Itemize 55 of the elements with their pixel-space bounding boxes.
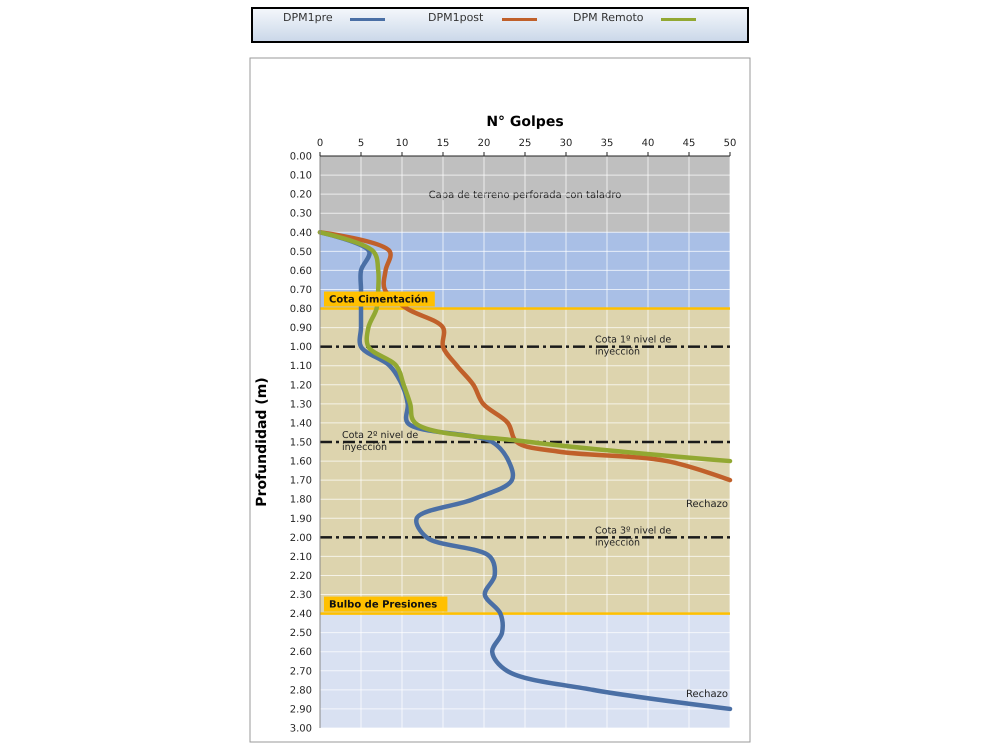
x-tick-label: 50 bbox=[724, 138, 736, 149]
y-tick-label: 0.40 bbox=[290, 228, 312, 239]
ref-line-label: Cota Cimentación bbox=[329, 294, 428, 306]
legend-label: DPM1post bbox=[428, 11, 484, 24]
y-tick-label: 1.20 bbox=[290, 380, 312, 392]
y-tick-label: 2.60 bbox=[290, 647, 312, 658]
y-tick-label: 0.70 bbox=[290, 284, 312, 296]
x-tick-label: 15 bbox=[436, 138, 450, 149]
x-tick-label: 35 bbox=[600, 138, 614, 149]
x-tick-label: 10 bbox=[396, 138, 408, 149]
x-tick-label: 25 bbox=[518, 138, 532, 149]
x-tick-label: 40 bbox=[642, 138, 654, 149]
legend-label: DPM1pre bbox=[283, 11, 333, 24]
ref-line-label: Cota 1º nivel de inyección bbox=[595, 334, 672, 358]
y-tick-label: 2.80 bbox=[290, 685, 312, 696]
y-tick-label: 0.50 bbox=[290, 246, 312, 258]
y-tick-label: 2.10 bbox=[290, 552, 312, 563]
y-tick-label: 1.90 bbox=[290, 514, 312, 525]
band-label: Capa de terreno perforada con taladro bbox=[428, 190, 622, 202]
y-tick-label: 2.70 bbox=[290, 666, 312, 678]
y-tick-label: 1.30 bbox=[290, 399, 312, 410]
legend-label: DPM Remoto bbox=[573, 11, 644, 24]
y-tick-label: 1.80 bbox=[290, 494, 312, 506]
x-tick-label: 0 bbox=[316, 138, 324, 149]
ref-line-label: Bulbo de Presiones bbox=[329, 600, 438, 611]
ref-line-label: Cota 3º nivel de inyección bbox=[595, 525, 672, 548]
y-tick-label: 1.10 bbox=[290, 361, 312, 372]
y-tick-label: 0.30 bbox=[290, 208, 312, 220]
y-tick-label: 2.90 bbox=[290, 704, 312, 716]
x-tick-label: 45 bbox=[682, 138, 696, 149]
y-tick-label: 0.60 bbox=[290, 266, 312, 277]
x-tick-label: 5 bbox=[358, 138, 364, 149]
y-tick-label: 0.00 bbox=[290, 152, 312, 162]
y-tick-label: 2.50 bbox=[290, 628, 312, 640]
y-tick-label: 3.00 bbox=[290, 724, 312, 734]
ref-line-label: Cota 2º nivel de inyección bbox=[342, 430, 418, 453]
y-tick-label: 1.70 bbox=[290, 476, 312, 487]
y-axis-title: Profundidad (m) bbox=[254, 377, 270, 507]
y-tick-label: 0.80 bbox=[290, 304, 312, 316]
y-tick-label: 1.60 bbox=[290, 456, 312, 468]
y-tick-label: 2.30 bbox=[290, 590, 312, 602]
y-tick-label: 2.20 bbox=[290, 570, 312, 582]
y-tick-label: 1.50 bbox=[290, 438, 312, 448]
x-axis-title: N° Golpes bbox=[486, 114, 564, 130]
x-tick-label: 30 bbox=[560, 138, 572, 149]
y-tick-label: 0.10 bbox=[290, 170, 312, 182]
x-tick-label: 20 bbox=[478, 138, 490, 149]
y-tick-label: 1.40 bbox=[290, 418, 312, 430]
y-tick-label: 0.20 bbox=[290, 190, 312, 201]
y-tick-label: 2.00 bbox=[290, 532, 312, 544]
y-tick-label: 2.40 bbox=[290, 609, 312, 620]
annotation: Rechazo bbox=[686, 688, 728, 700]
y-tick-label: 1.00 bbox=[290, 342, 312, 354]
annotation: Rechazo bbox=[686, 499, 728, 510]
y-tick-label: 0.90 bbox=[290, 323, 312, 334]
